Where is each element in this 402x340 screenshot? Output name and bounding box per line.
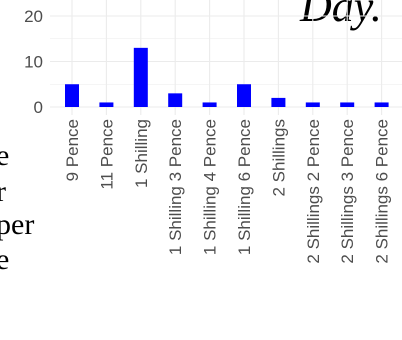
x-axis-ticks: 9 Pence 11 Pence 1 Shilling 1 Shilling 3 Pe… bbox=[63, 119, 392, 264]
y-tick-label: 20 bbox=[24, 7, 43, 26]
y-tick-label: 10 bbox=[24, 53, 43, 72]
background-text-line: r bbox=[0, 175, 6, 208]
bars bbox=[65, 47, 389, 107]
y-tick-label: 0 bbox=[34, 98, 43, 117]
y-axis-ticks: 0 10 20 bbox=[24, 7, 43, 117]
bar bbox=[271, 97, 286, 107]
x-tick-label: 1 Shilling 6 Pence bbox=[235, 119, 254, 255]
x-tick-label: 1 Shilling 4 Pence bbox=[201, 119, 220, 255]
x-tick-label: 2 Shillings bbox=[269, 119, 288, 197]
x-tick-label: 1 Shilling 3 Pence bbox=[166, 119, 185, 255]
x-tick-label: 11 Pence bbox=[97, 119, 116, 190]
x-tick-label: 9 Pence bbox=[63, 119, 82, 181]
background-text-line: e bbox=[0, 243, 10, 276]
bar bbox=[374, 102, 389, 107]
x-tick-label: 2 Shillings 6 Pence bbox=[373, 119, 392, 264]
background-text-line: e bbox=[0, 139, 10, 172]
bar bbox=[99, 102, 114, 107]
x-tick-label: 2 Shillings 3 Pence bbox=[338, 119, 357, 264]
grid-lines bbox=[50, 0, 402, 115]
background-text-line: per bbox=[0, 208, 35, 241]
x-tick-label: 2 Shillings 2 Pence bbox=[304, 119, 323, 264]
bar bbox=[237, 84, 251, 107]
bar bbox=[168, 93, 183, 107]
x-tick-label: 1 Shilling bbox=[132, 119, 151, 188]
bar bbox=[202, 102, 217, 107]
bar bbox=[340, 102, 355, 107]
bar bbox=[65, 84, 79, 107]
bar bbox=[133, 47, 148, 107]
bar bbox=[305, 102, 320, 107]
